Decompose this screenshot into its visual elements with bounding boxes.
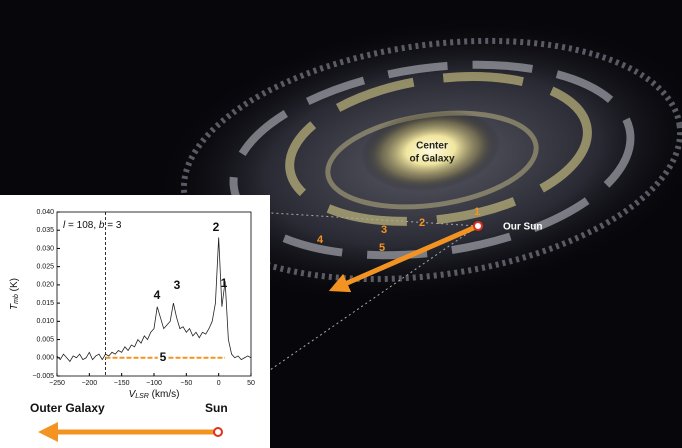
sun-marker: [473, 221, 483, 231]
y-axis-label-part: mb: [13, 294, 20, 304]
x-tick-label: 0: [217, 380, 221, 387]
sun-axis-label: Sun: [205, 401, 228, 415]
x-axis-label-part: (km/s): [149, 389, 180, 400]
outer-label: Outer Galaxy: [30, 401, 105, 415]
sun-marker: [213, 427, 223, 437]
x-axis-label-part: V: [129, 389, 137, 400]
marker-label: 3: [381, 224, 387, 236]
peak-label: 3: [174, 278, 181, 292]
peak-label: 1: [221, 276, 228, 290]
sightline-arrow: [328, 223, 479, 293]
projection-line: [269, 225, 479, 371]
y-tick-label: 0.035: [36, 227, 54, 234]
marker-label: 2: [419, 217, 425, 229]
x-tick-label: 50: [247, 380, 255, 387]
x-tick-label: −200: [81, 380, 97, 387]
marker-label: 5: [379, 242, 385, 254]
x-tick-label: −150: [114, 380, 130, 387]
peak-label: 4: [154, 288, 161, 302]
annotation-part: b: [99, 220, 105, 231]
y-tick-label: 0.000: [36, 355, 54, 362]
y-tick-label: 0.010: [36, 318, 54, 325]
y-tick-label: 0.025: [36, 264, 54, 271]
inset-panel: [0, 195, 270, 448]
sun-label: Our Sun: [503, 222, 542, 233]
y-tick-label: 0.005: [36, 336, 54, 343]
marker-label: 1: [474, 206, 480, 218]
spectrum-chart: −0.005 0.000 0.005 0.010 0.015 0.020 0.025 0.03…: [9, 209, 255, 400]
peak-label: 5: [160, 350, 167, 364]
projection-line: [255, 211, 479, 227]
y-axis-label-part: T: [9, 303, 20, 310]
plot-frame: [56, 211, 252, 377]
galaxy-art: [154, 15, 682, 305]
annotation: l = 108, b = 3: [63, 220, 122, 231]
y-axis-label: Tmb (K): [9, 278, 20, 310]
annotation-part: = 108,: [65, 220, 99, 231]
center-label: Center: [416, 141, 448, 152]
x-tick-label: −50: [180, 380, 192, 387]
y-tick-label: 0.030: [36, 245, 54, 252]
y-axis-label-part: (K): [9, 278, 20, 294]
center-label: of Galaxy: [409, 154, 454, 165]
y-tick-label: 0.015: [36, 300, 54, 307]
x-tick-label: −250: [49, 380, 65, 387]
x-tick-label: −100: [146, 380, 162, 387]
y-tick-label: −0.005: [32, 373, 54, 380]
annotation-part: = 3: [104, 220, 121, 231]
y-tick-label: 0.040: [36, 209, 54, 216]
marker-label: 4: [317, 234, 324, 246]
spectrum-line: [56, 237, 252, 363]
x-axis-label-part: LSR: [135, 393, 149, 400]
y-tick-label: 0.020: [36, 282, 54, 289]
peak-label: 2: [213, 220, 220, 234]
annotation-part: l: [63, 220, 66, 231]
x-axis-label: VLSR (km/s): [129, 389, 180, 400]
